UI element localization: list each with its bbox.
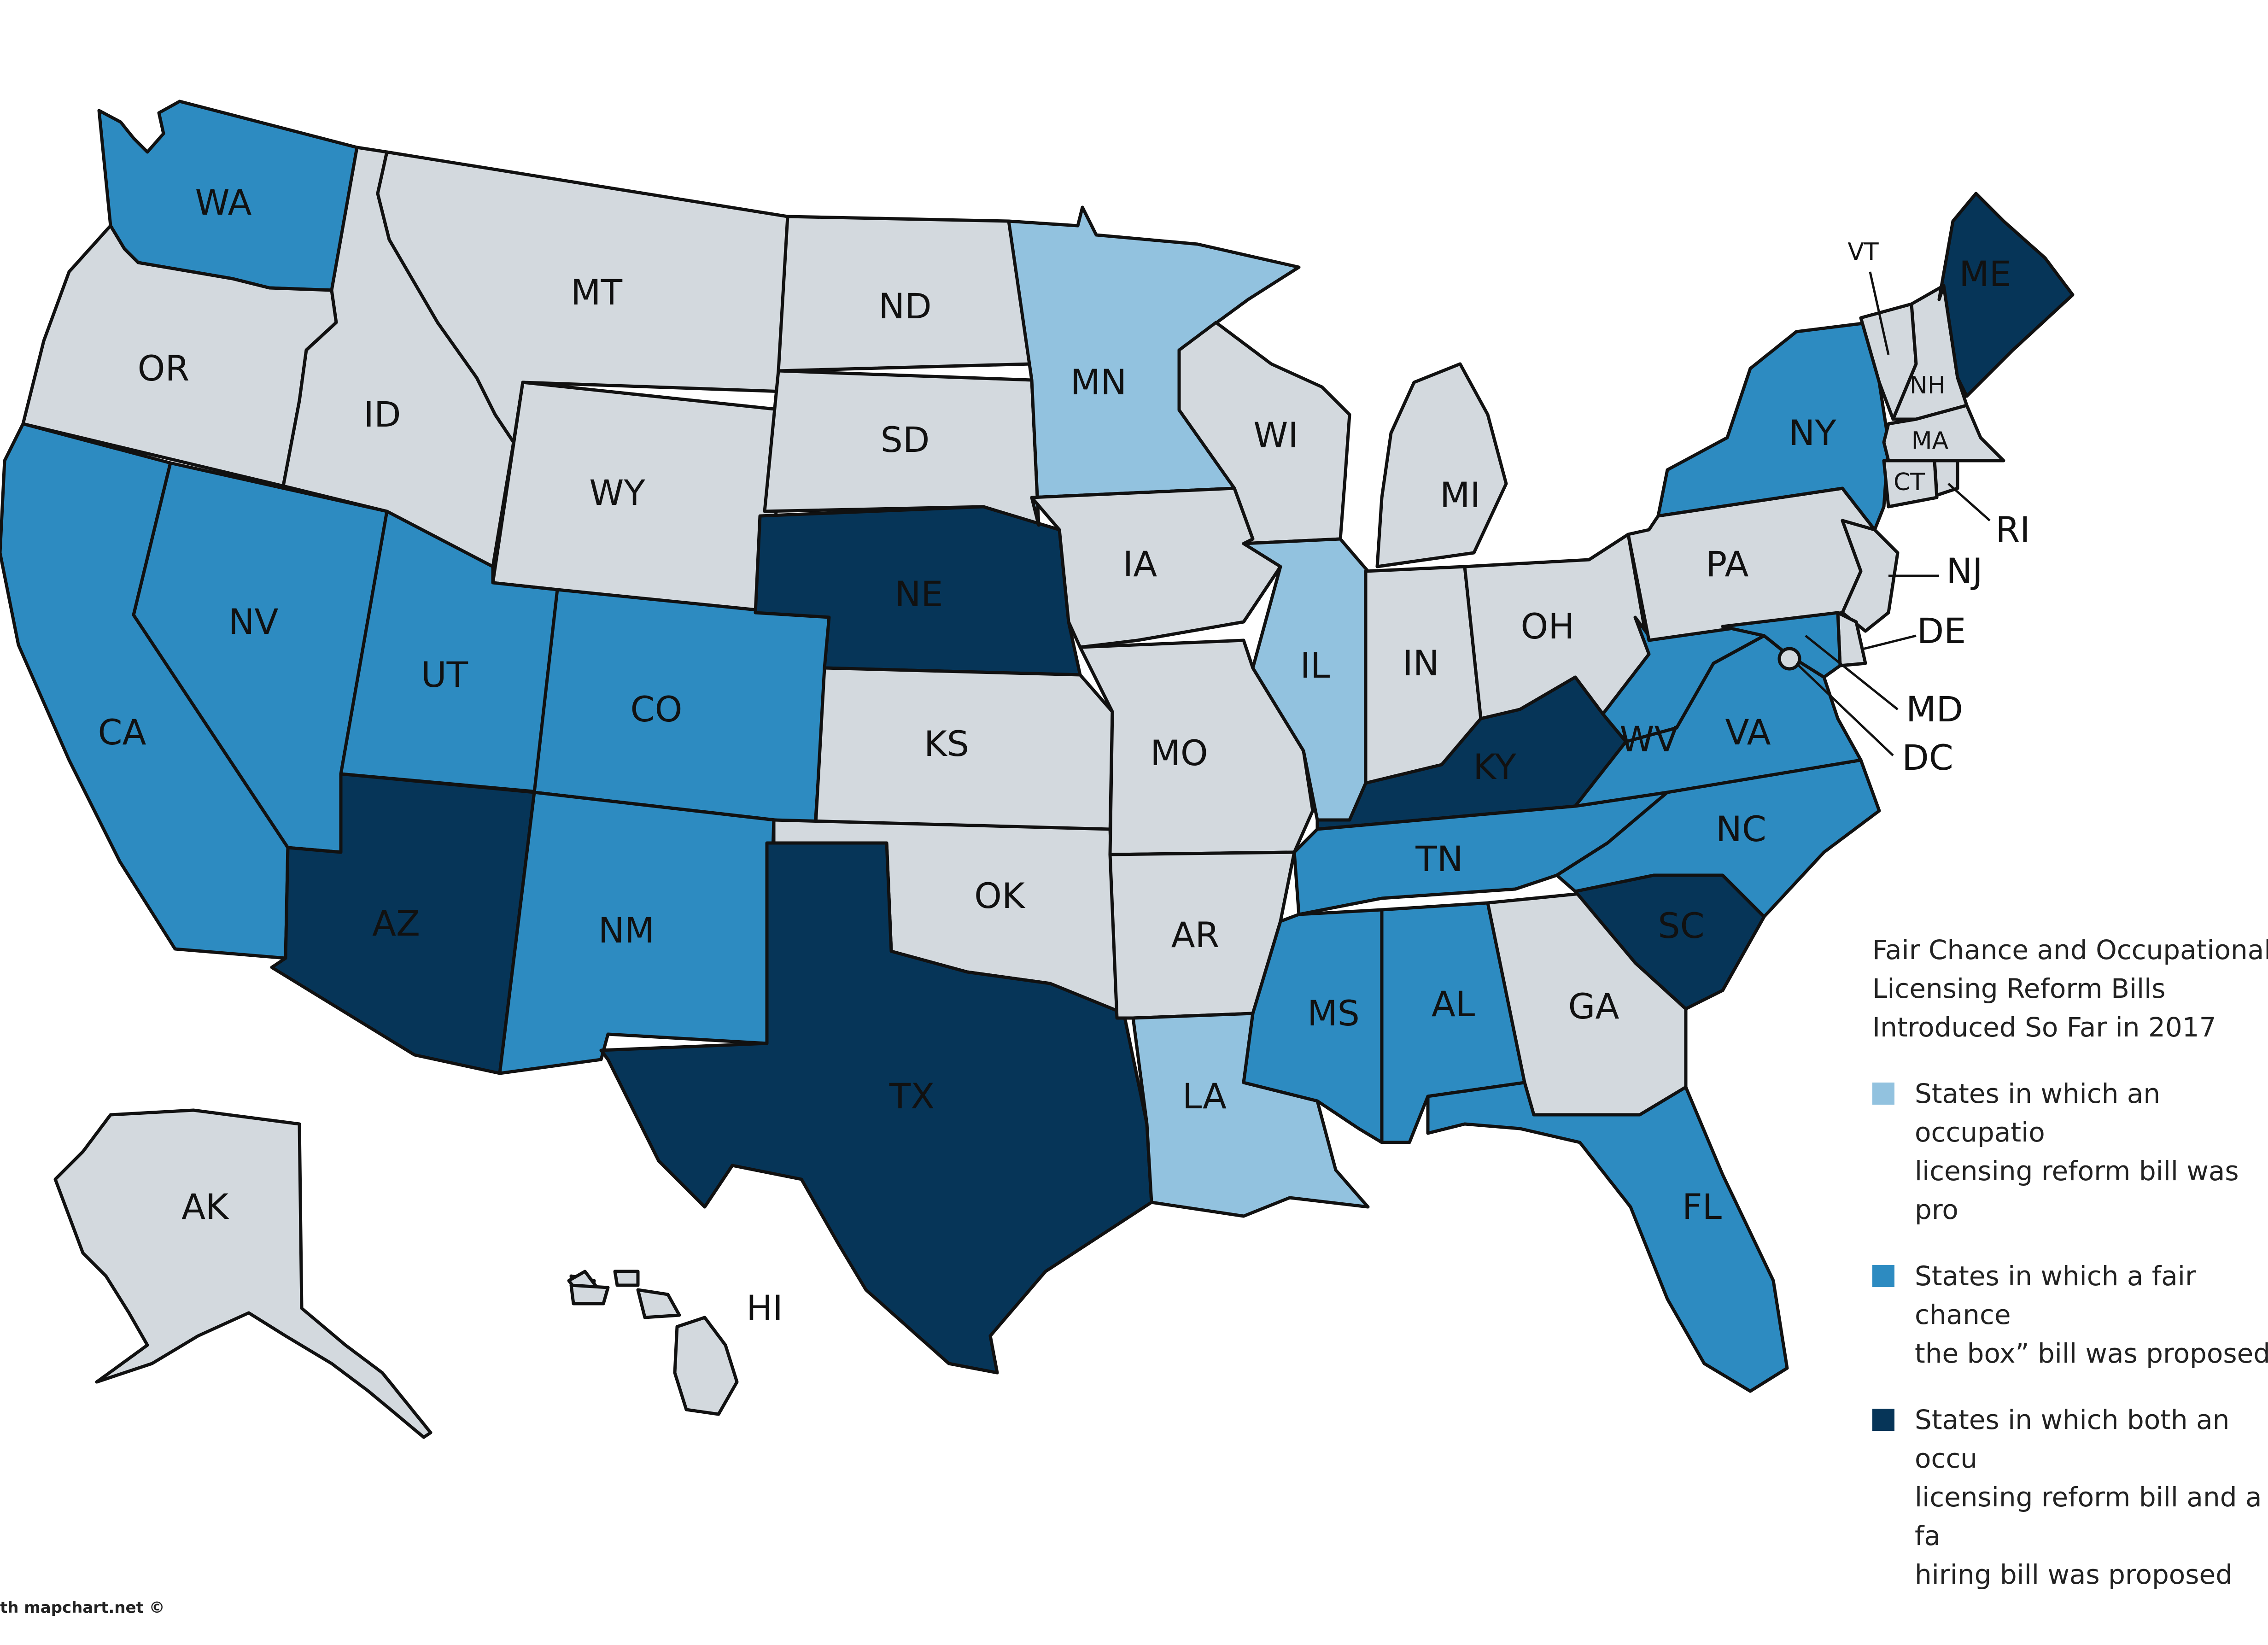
- label-nc: NC: [1716, 808, 1766, 849]
- state-hi-1[interactable]: [673, 1316, 739, 1416]
- label-wv: WV: [1619, 719, 1678, 760]
- legend-item-both: States in which both an occu licensing r…: [1872, 1400, 2268, 1594]
- credit-text: th mapchart.net ©: [0, 1598, 165, 1617]
- state-mo[interactable]: [1078, 638, 1315, 856]
- label-mn: MN: [1070, 362, 1127, 403]
- label-ga: GA: [1568, 986, 1619, 1027]
- legend-item-occupational: States in which an occupatio licensing r…: [1872, 1074, 2268, 1229]
- label-az: AZ: [372, 903, 420, 944]
- legend: Fair Chance and Occupational Licensing R…: [1872, 931, 2268, 1594]
- label-mo: MO: [1150, 732, 1208, 773]
- label-mi: MI: [1440, 474, 1480, 515]
- label-oh: OH: [1521, 606, 1575, 647]
- label-ct: CT: [1894, 468, 1925, 496]
- leader-md: [1805, 635, 1899, 710]
- legend-item-fair-chance: States in which a fair chance the box” b…: [1872, 1257, 2268, 1373]
- leader-vt: [1869, 271, 1890, 355]
- label-nh: NH: [1910, 372, 1946, 399]
- label-ia: IA: [1123, 544, 1157, 585]
- label-wy: WY: [589, 472, 645, 513]
- label-ut: UT: [421, 654, 468, 695]
- label-tn: TN: [1415, 838, 1463, 879]
- label-tx: TX: [889, 1076, 935, 1117]
- label-sc: SC: [1658, 905, 1704, 946]
- label-ny: NY: [1789, 412, 1836, 453]
- label-md: MD: [1906, 689, 1963, 730]
- label-hi: HI: [746, 1288, 783, 1329]
- label-sd: SD: [881, 419, 930, 460]
- label-ks: KS: [924, 723, 969, 764]
- label-me: ME: [1959, 253, 2011, 294]
- label-nd: ND: [878, 286, 931, 327]
- state-nj[interactable]: [1841, 519, 1900, 633]
- state-hi-2[interactable]: [636, 1288, 681, 1319]
- label-ne: NE: [895, 574, 943, 615]
- state-ny[interactable]: [1656, 321, 1890, 532]
- label-ca: CA: [98, 712, 146, 753]
- label-co: CO: [631, 689, 683, 730]
- label-ma: MA: [1911, 427, 1949, 455]
- leader-ri: [1947, 483, 1991, 521]
- legend-swatch-fair-chance: [1872, 1265, 1894, 1287]
- state-ak[interactable]: [53, 1108, 433, 1439]
- label-va: VA: [1725, 712, 1771, 753]
- label-ky: KY: [1473, 746, 1516, 787]
- legend-text-occupational: States in which an occupatio licensing r…: [1915, 1078, 2239, 1225]
- label-ri: RI: [1995, 509, 2030, 550]
- label-wi: WI: [1253, 415, 1298, 456]
- label-de: DE: [1917, 610, 1966, 651]
- state-tx[interactable]: [599, 841, 1153, 1375]
- label-in: IN: [1403, 643, 1439, 684]
- legend-swatch-occupational: [1872, 1083, 1894, 1105]
- label-ak: AK: [181, 1186, 229, 1227]
- label-pa: PA: [1706, 544, 1749, 585]
- leader-de: [1860, 634, 1917, 651]
- label-il: IL: [1300, 645, 1330, 686]
- state-wi[interactable]: [1177, 321, 1351, 545]
- state-dc[interactable]: [1777, 647, 1801, 671]
- label-ok: OK: [974, 875, 1026, 916]
- label-mt: MT: [571, 272, 623, 313]
- legend-text-fair-chance: States in which a fair chance the box” b…: [1915, 1260, 2268, 1369]
- label-nj: NJ: [1946, 550, 1982, 591]
- label-ms: MS: [1307, 993, 1360, 1034]
- label-id: ID: [364, 394, 401, 435]
- label-vt: VT: [1847, 238, 1879, 266]
- label-or: OR: [138, 348, 190, 389]
- label-fl: FL: [1682, 1186, 1722, 1227]
- label-nv: NV: [228, 601, 279, 642]
- state-ct[interactable]: [1882, 459, 1939, 509]
- label-wa: WA: [195, 182, 252, 223]
- label-la: LA: [1182, 1076, 1227, 1117]
- label-nm: NM: [598, 910, 655, 951]
- state-fl[interactable]: [1426, 1081, 1789, 1393]
- label-al: AL: [1432, 983, 1475, 1024]
- leader-dc: [1795, 662, 1894, 756]
- legend-swatch-both: [1872, 1409, 1894, 1431]
- state-md[interactable]: [1721, 611, 1842, 679]
- legend-title: Fair Chance and Occupational Licensing R…: [1872, 934, 2268, 1043]
- legend-text-both: States in which both an occu licensing r…: [1915, 1404, 2262, 1590]
- state-mi[interactable]: [1375, 362, 1508, 568]
- label-ar: AR: [1171, 914, 1220, 955]
- state-hi-6[interactable]: [569, 1283, 610, 1305]
- state-me[interactable]: [1937, 192, 2075, 398]
- label-dc: DC: [1902, 737, 1953, 778]
- state-hi-3[interactable]: [613, 1270, 640, 1287]
